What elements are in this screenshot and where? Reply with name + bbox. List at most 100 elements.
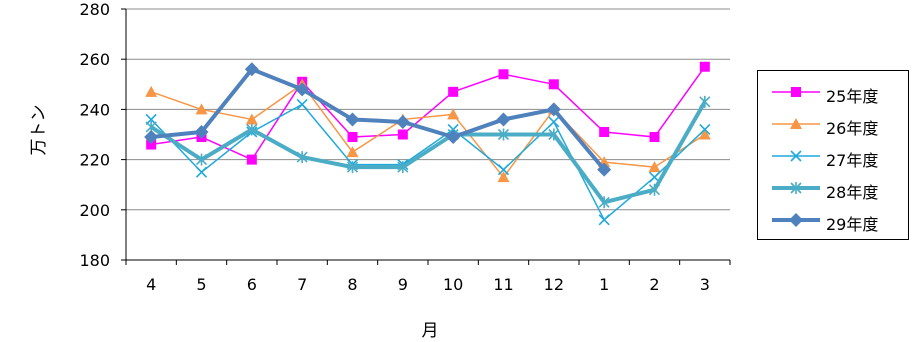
data-point-1-9 bbox=[397, 129, 408, 140]
legend-symbol-3 bbox=[790, 150, 802, 162]
data-point-1-1 bbox=[599, 126, 610, 137]
series-line-1 bbox=[151, 66, 706, 161]
x-tick-label-9: 9 bbox=[398, 275, 408, 294]
data-point-1-12 bbox=[548, 79, 559, 90]
data-point-1-8 bbox=[347, 132, 358, 143]
legend-label-1: 25年度 bbox=[826, 87, 879, 106]
data-point-4-8 bbox=[346, 161, 359, 174]
legend-symbol-1 bbox=[791, 87, 801, 97]
data-point-4-12 bbox=[548, 128, 560, 141]
data-point-5-11 bbox=[496, 112, 511, 127]
data-point-2-10 bbox=[447, 108, 460, 120]
series-line-3 bbox=[150, 103, 706, 221]
legend: 25年度 26年度 27年度 28年度 29年度 bbox=[757, 70, 909, 240]
data-point-2-11 bbox=[497, 171, 510, 183]
legend-item-2: 26年度 bbox=[758, 109, 908, 139]
legend-label-2: 26年度 bbox=[826, 119, 879, 138]
data-point-2-4 bbox=[145, 85, 158, 97]
x-tick-label-4: 4 bbox=[146, 275, 156, 294]
y-tick-label-260: 260 bbox=[79, 50, 110, 69]
y-tick-label-240: 240 bbox=[79, 100, 110, 119]
data-point-3-3 bbox=[699, 123, 711, 136]
series-line-5 bbox=[150, 67, 606, 171]
data-point-4-9 bbox=[397, 161, 409, 174]
x-tick-label-5: 5 bbox=[196, 275, 206, 294]
data-point-5-9 bbox=[395, 114, 410, 129]
data-point-2-2 bbox=[648, 161, 661, 173]
x-tick-label-12: 12 bbox=[544, 275, 564, 294]
data-point-5-7 bbox=[295, 82, 310, 97]
data-point-2-6 bbox=[245, 113, 258, 125]
legend-item-3: 27年度 bbox=[758, 141, 908, 171]
data-point-5-6 bbox=[244, 62, 259, 77]
data-point-1-3 bbox=[699, 61, 710, 72]
data-point-1-2 bbox=[649, 132, 660, 143]
data-point-2-3 bbox=[698, 128, 711, 140]
legend-item-5: 29年度 bbox=[758, 205, 908, 235]
legend-symbol-2 bbox=[790, 118, 802, 129]
data-point-4-2 bbox=[648, 183, 661, 196]
legend-marker-4 bbox=[772, 182, 820, 194]
x-tick-label-7: 7 bbox=[297, 275, 307, 294]
x-tick-label-3: 3 bbox=[700, 275, 710, 294]
legend-label-5: 29年度 bbox=[826, 215, 879, 234]
data-point-5-1 bbox=[597, 162, 612, 177]
y-tick-label-200: 200 bbox=[79, 201, 110, 220]
data-point-3-5 bbox=[195, 166, 208, 178]
data-point-5-10 bbox=[446, 130, 461, 145]
series-line-2 bbox=[150, 83, 706, 178]
data-point-1-11 bbox=[498, 69, 509, 80]
legend-label-3: 27年度 bbox=[826, 151, 879, 170]
data-point-5-4 bbox=[144, 130, 159, 145]
legend-marker-5 bbox=[772, 213, 820, 227]
axes bbox=[121, 8, 731, 265]
x-axis-title: 月 bbox=[421, 321, 439, 341]
data-point-4-3 bbox=[699, 95, 711, 108]
legend-symbol-5 bbox=[789, 213, 803, 227]
data-point-5-12 bbox=[546, 102, 561, 117]
x-tick-label-6: 6 bbox=[247, 275, 257, 294]
x-tick-labels: 4 5 6 7 8 9 10 11 12 1 2 3 bbox=[146, 275, 710, 294]
data-point-3-12 bbox=[548, 116, 560, 128]
data-point-5-8 bbox=[345, 112, 360, 127]
series-4 bbox=[145, 95, 711, 209]
data-point-3-11 bbox=[497, 164, 510, 176]
gridlines bbox=[126, 8, 730, 211]
x-tick-label-8: 8 bbox=[347, 275, 357, 294]
x-tick-label-11: 11 bbox=[493, 275, 513, 294]
data-point-4-1 bbox=[598, 196, 610, 209]
legend-marker-1 bbox=[772, 87, 820, 97]
legend-marker-3 bbox=[772, 150, 820, 162]
data-point-4-11 bbox=[497, 128, 510, 141]
data-point-4-6 bbox=[246, 123, 258, 136]
legend-item-4: 28年度 bbox=[758, 173, 908, 203]
legend-item-1: 25年度 bbox=[758, 77, 908, 107]
series-lines bbox=[144, 61, 711, 226]
x-tick-label-2: 2 bbox=[649, 275, 659, 294]
data-point-3-1 bbox=[598, 214, 610, 226]
data-point-1-6 bbox=[246, 154, 257, 165]
series-line-4 bbox=[150, 100, 707, 205]
series-3 bbox=[145, 98, 711, 226]
legend-marker-2 bbox=[772, 118, 820, 129]
data-point-2-5 bbox=[195, 103, 208, 115]
legend-symbol-4 bbox=[790, 182, 802, 194]
data-point-3-7 bbox=[296, 98, 308, 110]
y-tick-label-220: 220 bbox=[79, 151, 110, 170]
y-tick-label-280: 280 bbox=[79, 0, 110, 19]
series-1 bbox=[146, 61, 710, 165]
data-point-1-4 bbox=[146, 139, 157, 150]
series-5 bbox=[144, 62, 612, 177]
x-tick-label-10: 10 bbox=[443, 275, 463, 294]
data-point-1-10 bbox=[448, 86, 459, 97]
data-point-4-5 bbox=[195, 153, 208, 166]
data-point-4-7 bbox=[296, 151, 308, 164]
legend-label-4: 28年度 bbox=[826, 183, 879, 202]
series-2 bbox=[145, 78, 711, 183]
data-point-5-5 bbox=[194, 124, 209, 139]
y-axis-title: 万トン bbox=[29, 104, 49, 156]
y-tick-labels: 180 200 220 240 260 280 bbox=[79, 0, 110, 270]
y-tick-label-180: 180 bbox=[79, 251, 110, 270]
x-tick-label-1: 1 bbox=[599, 275, 609, 294]
